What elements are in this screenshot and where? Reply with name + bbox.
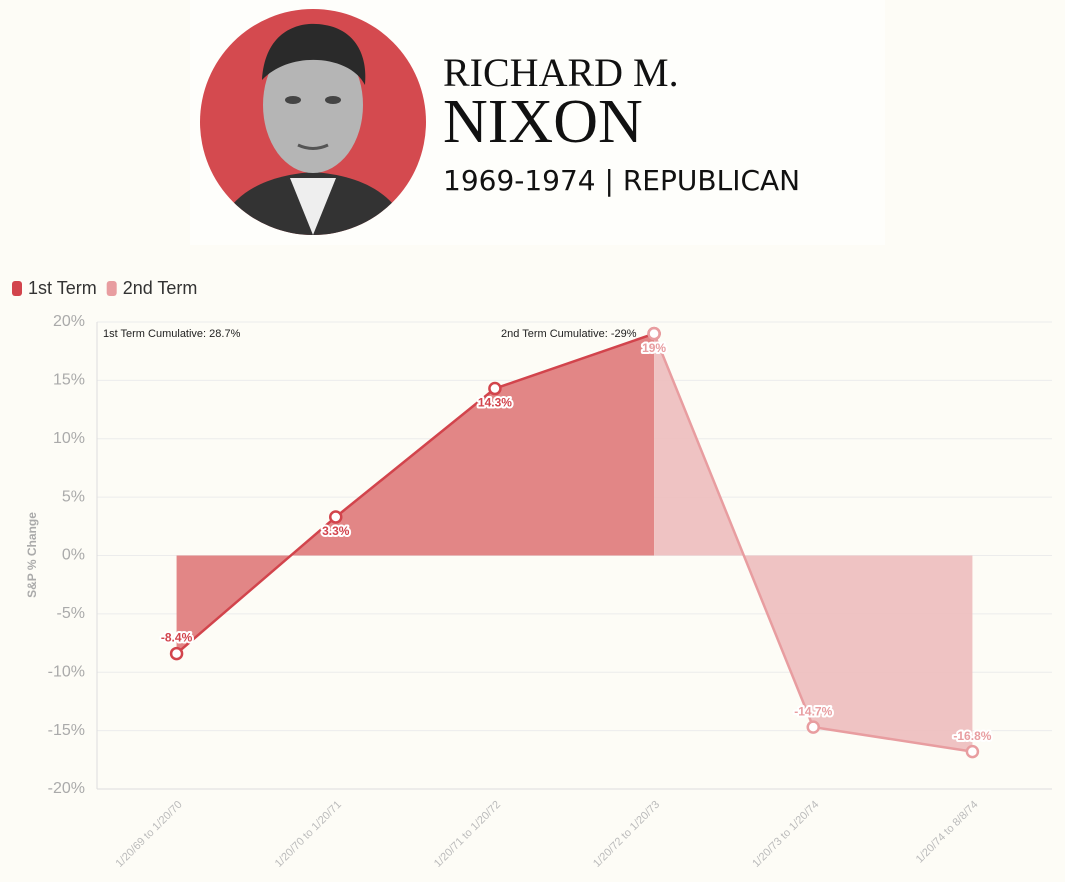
area (176, 333, 655, 654)
y-tick-label: 15% (53, 372, 85, 389)
point (488, 381, 502, 396)
x-tick-label: 1/20/73 to 1/20/74 (750, 799, 821, 870)
annotation: 1st Term Cumulative: 28.7% (103, 328, 241, 340)
legend-label: 1st Term (28, 278, 97, 298)
y-tick-label: -10% (48, 663, 85, 680)
data-label: -14.7% (794, 704, 832, 718)
subtitle: 1969-1974 | REPUBLICAN (443, 164, 800, 197)
point (965, 744, 980, 759)
line (175, 332, 655, 655)
x-tick-label: 1/20/69 to 1/20/70 (114, 799, 185, 870)
x-tick-label: 1/20/71 to 1/20/72 (432, 799, 503, 870)
data-label: 19% (642, 341, 666, 355)
y-tick-label: 10% (53, 430, 85, 447)
y-tick-label: 5% (62, 488, 85, 505)
x-tick-label: 1/20/74 to 8/8/74 (914, 799, 981, 866)
legend-swatch (12, 281, 22, 296)
y-tick-label: -20% (48, 780, 85, 797)
data-label: 3.3% (322, 524, 350, 538)
point (329, 510, 343, 524)
y-tick-label: 20% (53, 313, 85, 330)
data-label: -16.8% (953, 729, 991, 743)
name-last: NIXON (443, 88, 643, 156)
y-tick-label: 0% (62, 547, 85, 564)
x-tick-label: 1/20/72 to 1/20/73 (591, 799, 662, 870)
point (806, 720, 820, 734)
portrait (215, 23, 411, 235)
point (169, 646, 184, 661)
y-axis-label: S&P % Change (25, 512, 39, 598)
data-label: -8.4% (161, 631, 193, 645)
name-first: RICHARD M. (443, 50, 679, 95)
point (647, 326, 661, 341)
legend-label: 2nd Term (123, 278, 198, 298)
y-tick-label: -15% (48, 722, 85, 739)
legend-swatch (106, 281, 117, 296)
y-tick-label: -5% (57, 605, 85, 622)
data-label: 14.3% (478, 396, 512, 410)
annotation: 2nd Term Cumulative: -29% (501, 328, 637, 340)
area (654, 333, 973, 752)
x-tick-label: 1/20/70 to 1/20/71 (273, 799, 344, 870)
